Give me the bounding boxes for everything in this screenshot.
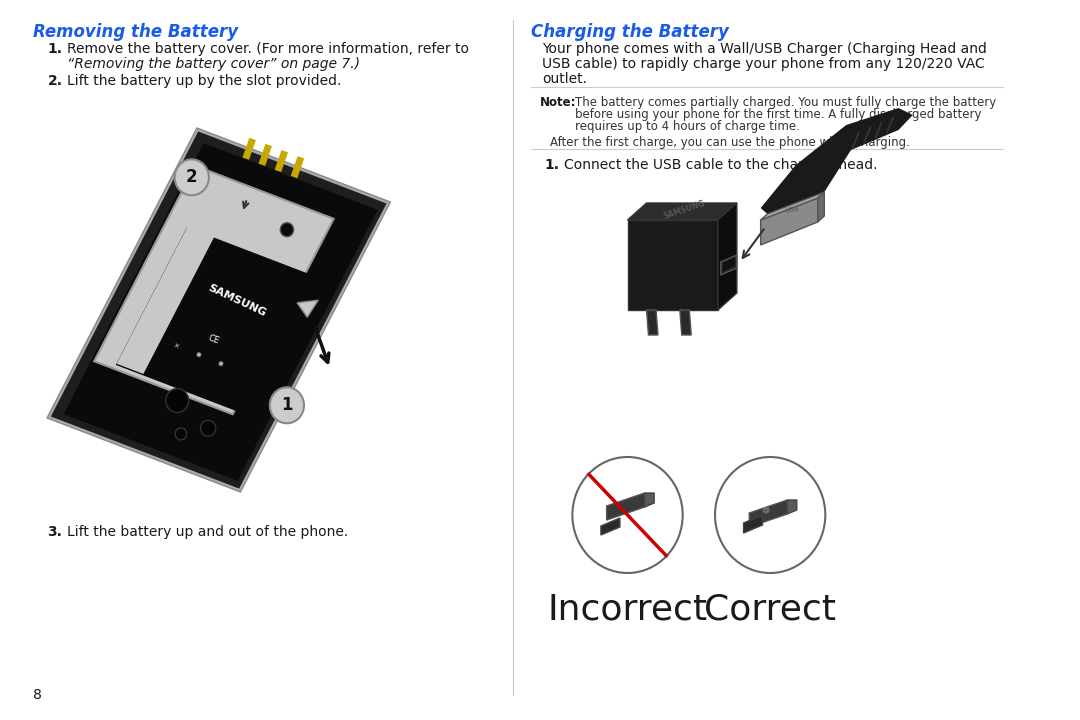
Polygon shape — [750, 500, 787, 527]
Circle shape — [175, 159, 208, 195]
Text: Charging the Battery: Charging the Battery — [530, 23, 728, 41]
Polygon shape — [743, 515, 762, 533]
Polygon shape — [94, 166, 334, 414]
Text: Your phone comes with a Wall/USB Charger (Charging Head and: Your phone comes with a Wall/USB Charger… — [542, 42, 987, 56]
Polygon shape — [645, 493, 654, 507]
Text: Removing the Battery: Removing the Battery — [33, 23, 239, 41]
Text: “Removing the battery cover” on page 7.): “Removing the battery cover” on page 7.) — [67, 57, 360, 71]
Text: Lift the battery up by the slot provided.: Lift the battery up by the slot provided… — [67, 74, 341, 88]
Text: The battery comes partially charged. You must fully charge the battery: The battery comes partially charged. You… — [576, 96, 997, 109]
Text: 3.: 3. — [48, 525, 63, 539]
Polygon shape — [720, 255, 737, 275]
Polygon shape — [679, 310, 691, 335]
Polygon shape — [607, 493, 645, 520]
Text: Remove the battery cover. (For more information, refer to: Remove the battery cover. (For more info… — [67, 42, 469, 56]
Text: requires up to 4 hours of charge time.: requires up to 4 hours of charge time. — [576, 120, 800, 133]
Text: 2.: 2. — [48, 74, 63, 88]
Circle shape — [201, 420, 216, 436]
Polygon shape — [64, 143, 378, 481]
Polygon shape — [627, 203, 737, 220]
Text: ❁: ❁ — [761, 506, 769, 516]
Text: 8: 8 — [33, 688, 42, 702]
Text: Lift the battery up and out of the phone.: Lift the battery up and out of the phone… — [67, 525, 348, 539]
Text: USB cable) to rapidly charge your phone from any 120/220 VAC: USB cable) to rapidly charge your phone … — [542, 57, 985, 71]
Text: ✕: ✕ — [172, 343, 179, 351]
Polygon shape — [787, 500, 797, 514]
Text: 1.: 1. — [48, 42, 63, 56]
Polygon shape — [600, 518, 620, 535]
Text: Note:: Note: — [540, 96, 577, 109]
Polygon shape — [297, 300, 319, 318]
Circle shape — [572, 457, 683, 573]
Text: 1: 1 — [281, 396, 293, 414]
Text: After the first charge, you can use the phone while charging.: After the first charge, you can use the … — [550, 136, 909, 149]
Polygon shape — [723, 257, 735, 272]
Polygon shape — [760, 108, 913, 214]
Circle shape — [715, 457, 825, 573]
Polygon shape — [818, 192, 824, 222]
Text: 2: 2 — [186, 168, 198, 186]
Text: USB: USB — [784, 206, 799, 214]
Text: CE: CE — [206, 334, 220, 346]
Text: outlet.: outlet. — [542, 72, 586, 86]
Polygon shape — [760, 192, 824, 220]
Polygon shape — [718, 203, 737, 310]
Text: SAMSUNG: SAMSUNG — [206, 283, 268, 319]
Text: ✱: ✱ — [194, 351, 202, 359]
Polygon shape — [116, 228, 312, 413]
Circle shape — [166, 389, 189, 413]
Text: before using your phone for the first time. A fully discharged battery: before using your phone for the first ti… — [576, 108, 982, 121]
Circle shape — [175, 428, 187, 440]
Polygon shape — [48, 129, 390, 491]
Text: Incorrect: Incorrect — [548, 593, 707, 627]
Text: 1.: 1. — [544, 158, 559, 172]
Polygon shape — [647, 310, 658, 335]
Polygon shape — [760, 198, 818, 245]
Text: SAMSUNG: SAMSUNG — [662, 199, 706, 221]
Circle shape — [281, 222, 294, 237]
Text: ✱: ✱ — [216, 360, 224, 368]
Polygon shape — [117, 186, 235, 374]
Polygon shape — [627, 220, 718, 310]
Circle shape — [270, 387, 303, 423]
Text: Correct: Correct — [704, 593, 836, 627]
Text: Connect the USB cable to the charging head.: Connect the USB cable to the charging he… — [564, 158, 877, 172]
